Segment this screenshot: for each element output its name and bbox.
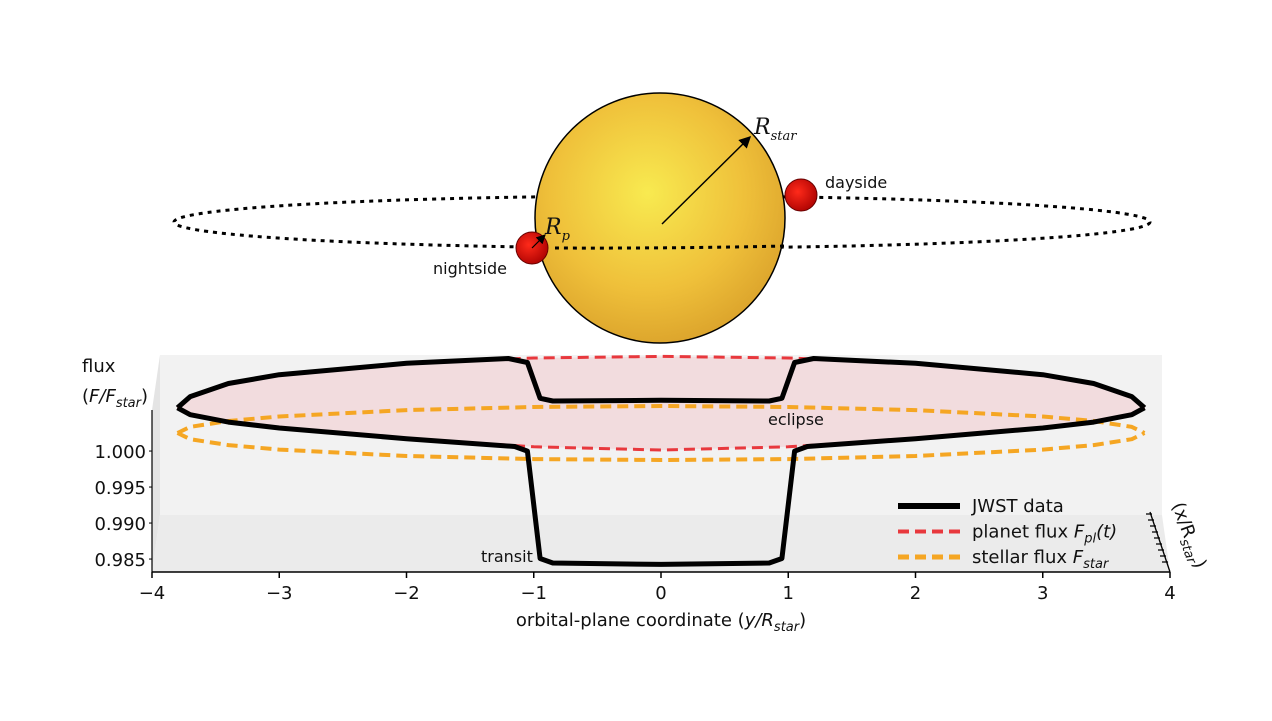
subscript: star xyxy=(771,129,798,144)
z-axis-ticks xyxy=(1146,511,1171,573)
legend-label-part: (t) xyxy=(1096,522,1117,543)
symbol: R xyxy=(544,215,562,240)
z-label-part: (x/R xyxy=(1167,500,1199,541)
legend-label-part: pl xyxy=(1083,532,1096,547)
x-tick-label: −1 xyxy=(520,583,547,604)
back-pane xyxy=(160,355,1162,515)
legend-label: JWST data xyxy=(971,496,1064,517)
star xyxy=(534,92,786,344)
x-label-part: star xyxy=(774,620,801,635)
side-pane xyxy=(152,355,160,572)
orbit xyxy=(172,194,1152,250)
star-radius-label: Rstar xyxy=(753,115,797,144)
subscript: p xyxy=(562,229,571,244)
legend-label: stellar flux Fstar xyxy=(972,547,1110,572)
star-radius-arrow xyxy=(661,135,752,225)
y-label-part: flux xyxy=(82,356,116,377)
x-tick-label: 1 xyxy=(783,583,794,604)
eclipse-label: eclipse xyxy=(768,410,824,429)
y-tick-label: 0.995 xyxy=(94,478,146,499)
symbol: R xyxy=(753,115,771,140)
legend-label-part: JWST data xyxy=(971,496,1064,517)
dayside-label: dayside xyxy=(825,173,887,192)
x-tick-label: 3 xyxy=(1037,583,1048,604)
x-tick-label: 0 xyxy=(655,583,666,604)
y-tick-label: 0.990 xyxy=(94,514,146,535)
x-tick-label: −3 xyxy=(266,583,293,604)
legend-label: planet flux Fpl(t) xyxy=(972,522,1117,547)
legend-label-part: stellar flux xyxy=(972,547,1073,568)
y-label-part: F/F xyxy=(89,386,116,407)
planet-radius-label: Rp xyxy=(544,215,571,244)
series-line xyxy=(175,356,1147,410)
x-tick-label: −4 xyxy=(139,583,166,604)
x-tick-label: 4 xyxy=(1164,583,1175,604)
x-tick-label: −2 xyxy=(393,583,420,604)
x-label-part: y/R xyxy=(744,610,774,631)
nightside-label: nightside xyxy=(433,259,507,278)
x-label: orbital-plane coordinate (y/Rstar) xyxy=(516,610,806,635)
x-label-part: orbital-plane coordinate ( xyxy=(516,610,745,631)
legend-label-part: star xyxy=(1083,557,1110,572)
legend-label-part: F xyxy=(1073,547,1084,568)
plot: −4 −3 −2 −1 0 1 2 3 4 0.985 0.990 0.995 1.000 JWST da… xyxy=(94,354,1176,604)
planet-flux-band xyxy=(177,356,1145,450)
orbit-diagram: Rstar Rp dayside nightside xyxy=(172,92,1152,344)
y-label-part: ( xyxy=(82,386,89,407)
y-label-part: ) xyxy=(141,386,148,407)
x-tick-label: 2 xyxy=(910,583,921,604)
y-tick-label: 0.985 xyxy=(94,550,146,571)
y-label-2: (F/Fstar) xyxy=(82,386,148,411)
y-tick-label: 1.000 xyxy=(94,442,146,463)
series-line xyxy=(176,431,1146,462)
x-label-part: ) xyxy=(799,610,806,631)
legend-label-part: planet flux xyxy=(972,522,1074,543)
series-line xyxy=(176,405,1146,567)
planet-dayside xyxy=(784,178,818,212)
z-label: (x/Rstar) xyxy=(1164,500,1211,573)
planet-radius-arrow xyxy=(531,234,546,249)
y-label-part: star xyxy=(116,396,143,411)
orbit-front xyxy=(554,244,786,250)
legend-label-part: F xyxy=(1074,522,1085,543)
transit-label: transit xyxy=(481,547,533,566)
y-label-1: flux xyxy=(82,356,116,377)
